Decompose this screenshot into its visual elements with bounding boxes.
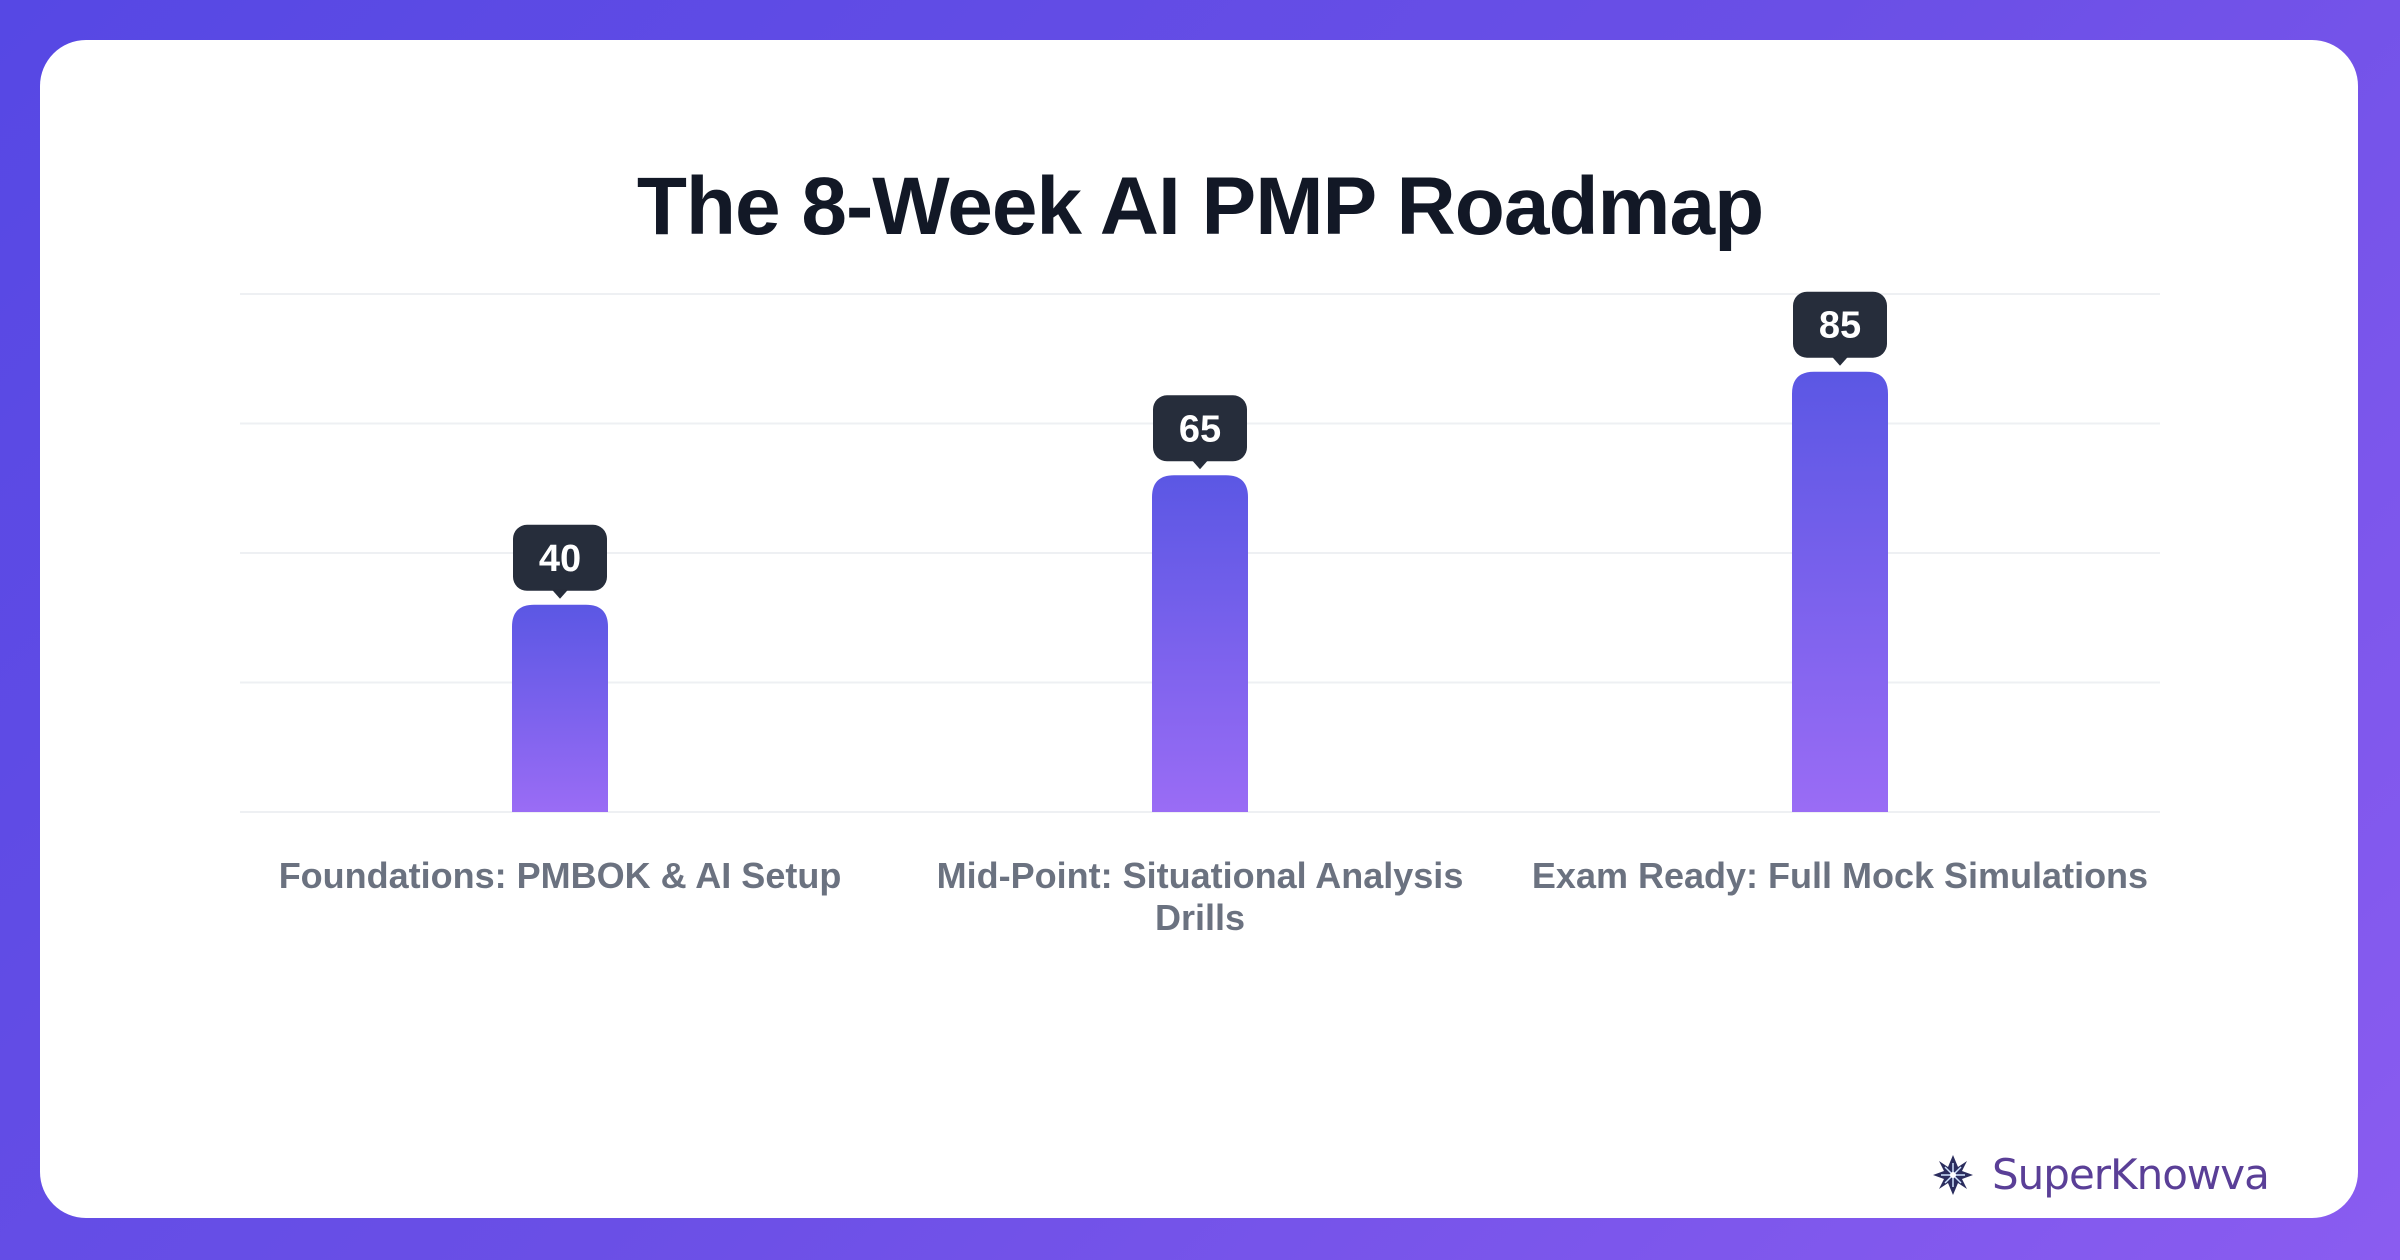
x-tick-label: Foundations: PMBOK & AI Setup — [278, 855, 842, 896]
value-label-text: 65 — [1179, 408, 1221, 450]
value-label: 85 — [1793, 291, 1887, 366]
brand-name: SuperKnowva — [1992, 1150, 2270, 1199]
bar — [1152, 475, 1248, 812]
bar — [1792, 371, 1888, 812]
value-label: 65 — [1153, 395, 1247, 470]
value-label-text: 85 — [1819, 305, 1861, 347]
value-label-text: 40 — [539, 538, 581, 580]
x-tick-label: Mid-Point: Situational Analysis Drills — [936, 855, 1464, 938]
star-burst-logo-icon — [1933, 1154, 1973, 1195]
brand-logo: SuperKnowva — [1930, 1150, 2270, 1199]
chart-title: The 8-Week AI PMP Roadmap — [636, 161, 1764, 252]
value-label: 40 — [513, 524, 607, 599]
x-tick-label: Exam Ready: Full Mock Simulations — [1531, 855, 2149, 896]
bar — [512, 604, 608, 812]
